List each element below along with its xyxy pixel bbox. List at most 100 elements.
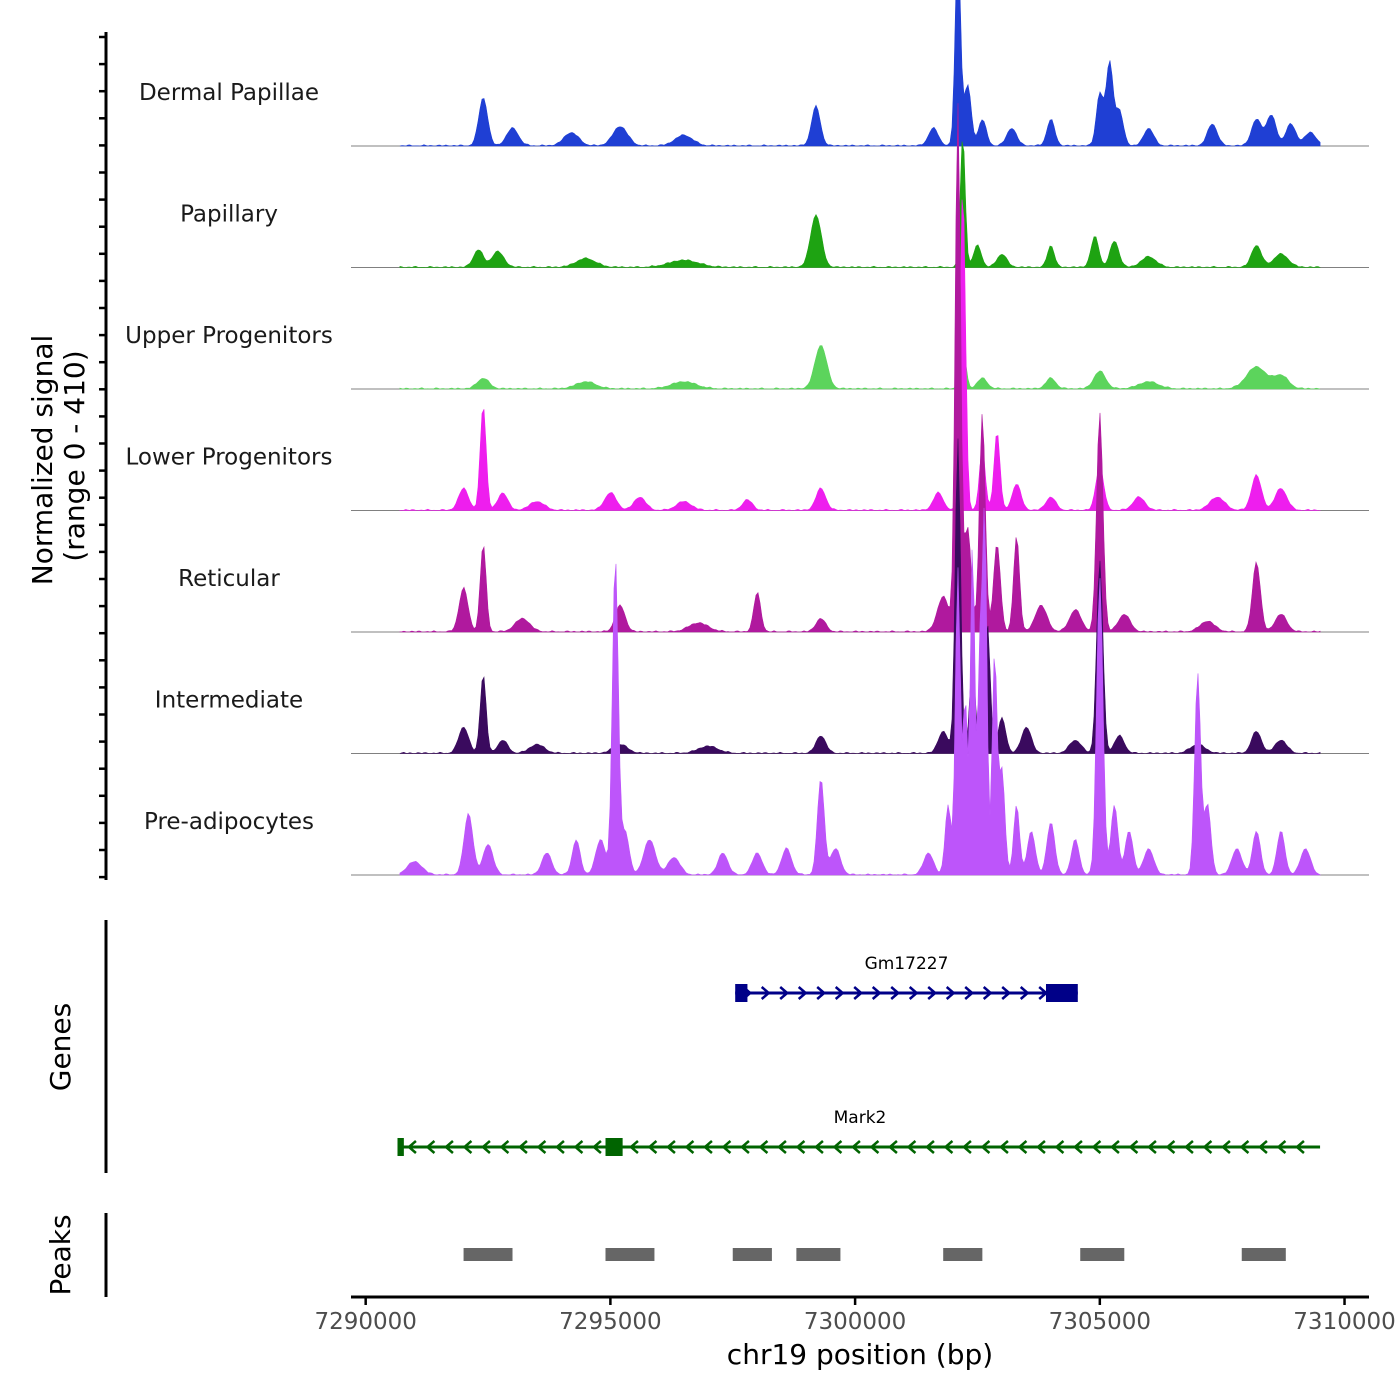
strand-arrow [444,1140,454,1154]
track-pre-adipocytes: Pre-adipocytes [144,507,1369,876]
track-label: Lower Progenitors [126,445,333,471]
x-tick-label: 7310000 [1293,1309,1395,1335]
strand-arrow [797,986,808,1000]
strand-arrow [980,1140,991,1154]
track-reticular: Reticular [178,103,1369,633]
strand-arrow [777,1140,787,1154]
strand-arrow [555,1140,565,1154]
strand-arrow [573,1140,584,1154]
track-dermal-papillae: Dermal Papillae [139,0,1369,147]
strand-arrow [945,986,956,1000]
strand-arrow [1258,1140,1268,1154]
x-tick-label: 7305000 [1049,1309,1151,1335]
genes-panel-label: Genes [44,1003,77,1091]
strand-arrow [1036,1140,1046,1154]
strand-arrow [1073,1140,1083,1154]
strand-arrow [832,1140,843,1154]
peak-region [463,1248,513,1261]
strand-arrow [779,986,790,1000]
strand-arrow [908,986,919,1000]
y-axis-subtitle: (range 0 - 410) [58,350,91,561]
strand-arrow [518,1140,528,1154]
track-intermediate: Intermediate [155,438,1369,754]
x-axis-title: chr19 position (bp) [727,1338,993,1371]
strand-arrow [1184,1140,1194,1154]
strand-arrow [1147,1140,1157,1154]
gene-exon [1045,984,1078,1002]
strand-arrow [1001,986,1012,1000]
strand-arrow [1239,1140,1250,1154]
coverage-area [399,507,1321,876]
gene-annotations: Gm17227 Mark2 [397,954,1321,1156]
x-tick-label: 7290000 [314,1309,416,1335]
gene-exon [735,984,748,1002]
coverage-tracks: Dermal Papillae Papillary Upper Progenitor… [125,0,1369,876]
strand-arrow [499,1140,510,1154]
track-label: Pre-adipocytes [144,809,314,835]
track-lower-progenitors: Lower Progenitors [126,199,1369,511]
gene-label: Mark2 [834,1108,887,1128]
coverage-area [399,103,1321,633]
coverage-area [399,344,1321,390]
strand-arrow [1165,1140,1176,1154]
peak-region [796,1248,841,1261]
peak-regions [463,1248,1286,1261]
strand-arrow [592,1140,602,1154]
strand-arrow [760,986,771,1000]
track-label: Dermal Papillae [139,80,319,106]
x-tick-label: 7300000 [804,1309,906,1335]
strand-arrow [925,1140,935,1154]
peak-region [732,1248,772,1261]
gene-exon [397,1138,404,1156]
strand-arrow [1054,1140,1065,1154]
strand-arrow [1019,986,1030,1000]
strand-arrow [869,1140,880,1154]
gene-gm17227: Gm17227 [735,954,1078,1002]
y-axis-title: Normalized signal [26,335,59,586]
strand-arrow [629,1140,639,1154]
strand-arrow [795,1140,806,1154]
strand-arrow [888,1140,898,1154]
strand-arrow [740,1140,750,1154]
strand-arrow [1221,1140,1231,1154]
strand-arrow [851,1140,861,1154]
x-axis-ticks: 7290000 7295000 7300000 7305000 7310000 [314,1297,1396,1335]
strand-arrow [1017,1140,1028,1154]
track-label: Upper Progenitors [125,323,333,349]
track-upper-progenitors: Upper Progenitors [125,323,1369,390]
strand-arrow [462,1140,473,1154]
strand-arrow [814,1140,824,1154]
strand-arrow [536,1140,547,1154]
peaks-panel-label: Peaks [44,1214,77,1295]
coverage-area [399,438,1321,754]
strand-arrow [906,1140,917,1154]
strand-arrow [425,1140,436,1154]
peak-region [1241,1248,1286,1261]
signal-y-axis [99,32,108,880]
track-label: Papillary [180,202,278,228]
strand-arrow [1110,1140,1120,1154]
x-tick-label: 7295000 [559,1309,661,1335]
peak-region [943,1248,983,1261]
strand-arrow [703,1140,713,1154]
strand-arrow [853,986,864,1000]
coverage-area [399,199,1321,511]
strand-arrow [999,1140,1009,1154]
strand-arrow [666,1140,676,1154]
strand-arrow [962,1140,972,1154]
strand-arrow [816,986,827,1000]
strand-arrow [943,1140,954,1154]
strand-arrow [1202,1140,1213,1154]
strand-arrow [1295,1140,1305,1154]
signal-axis-ticks [99,35,106,879]
strand-arrow [964,986,975,1000]
strand-arrow [1128,1140,1139,1154]
gene-exon [605,1138,623,1156]
gene-mark2: Mark2 [397,1108,1321,1156]
coverage-area [399,0,1321,147]
coverage-area [399,141,1321,268]
track-label: Reticular [178,566,280,592]
strand-arrow [927,986,938,1000]
strand-arrow [1276,1140,1287,1154]
